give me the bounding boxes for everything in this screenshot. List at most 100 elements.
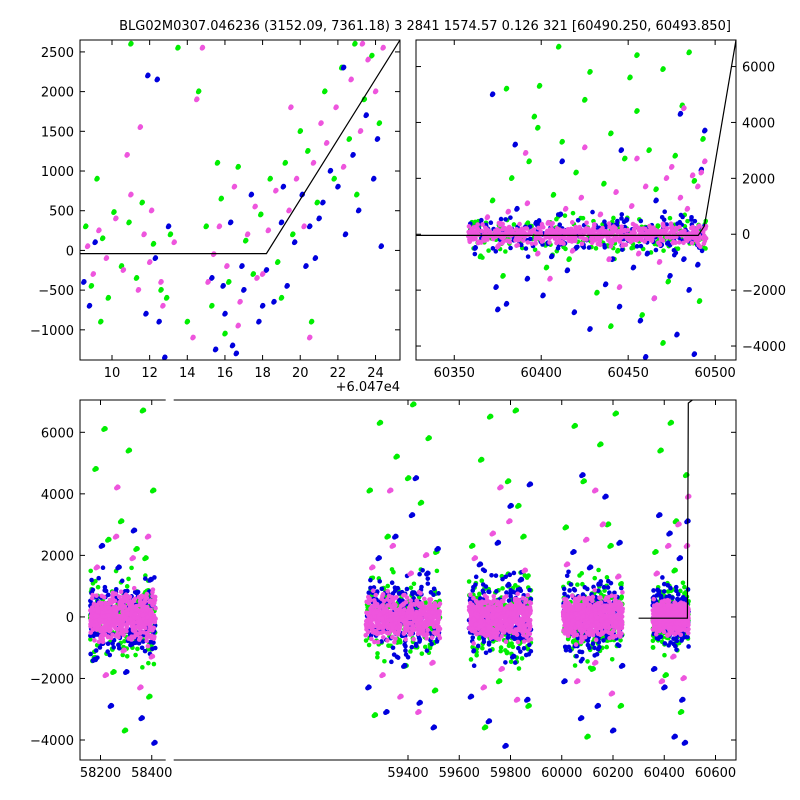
- data-point-blue: [435, 545, 441, 551]
- data-point-green: [668, 419, 674, 425]
- data-point-pink: [122, 628, 128, 634]
- data-point-blue: [153, 255, 158, 260]
- data-point-blue: [572, 309, 577, 314]
- data-point-green: [363, 638, 369, 643]
- data-point-blue: [108, 702, 114, 708]
- data-point-blue: [521, 646, 527, 651]
- data-point-green: [697, 298, 703, 303]
- data-point-blue: [81, 279, 87, 284]
- data-point-blue: [557, 222, 563, 228]
- data-point-green: [490, 197, 496, 203]
- data-point-blue: [487, 648, 493, 653]
- data-point-pink: [546, 219, 551, 225]
- data-point-green: [89, 282, 94, 288]
- data-point-green: [134, 545, 140, 551]
- data-point-blue: [335, 183, 341, 189]
- data-point-blue: [660, 575, 665, 580]
- data-point-blue: [590, 209, 595, 215]
- data-point-blue: [350, 151, 356, 157]
- data-point-green: [151, 487, 156, 493]
- data-point-blue: [96, 575, 101, 581]
- data-point-blue: [567, 648, 573, 653]
- data-point-green: [366, 642, 372, 648]
- data-point-green: [209, 302, 215, 308]
- data-point-blue: [111, 645, 116, 650]
- x-tick-label: 60500: [694, 366, 735, 381]
- data-point-green: [236, 163, 241, 169]
- data-point-blue: [540, 292, 546, 298]
- data-point-green: [572, 663, 578, 668]
- data-point-pink: [628, 239, 633, 245]
- data-point-pink: [516, 236, 522, 242]
- data-point-pink: [94, 593, 99, 598]
- data-point-blue: [413, 641, 419, 647]
- data-point-blue: [512, 660, 518, 665]
- data-point-green: [378, 419, 383, 425]
- data-point-green: [680, 580, 686, 586]
- data-point-pink: [91, 271, 96, 276]
- data-point-blue: [526, 651, 532, 657]
- data-point-blue: [139, 715, 145, 720]
- data-point-pink: [160, 302, 166, 308]
- data-point-blue: [105, 641, 111, 647]
- data-point-pink: [96, 227, 102, 232]
- data-point-green: [673, 152, 678, 158]
- data-point-green: [215, 159, 220, 165]
- data-point-blue: [526, 642, 532, 648]
- data-point-green: [135, 646, 140, 652]
- data-point-pink: [617, 239, 623, 244]
- data-point-green: [315, 199, 320, 205]
- bottom-panel: 58200 58400 59400 59600 59800 60000 60200 60400…: [30, 398, 737, 781]
- y-tick-label: 1500: [41, 125, 74, 140]
- data-point-green: [660, 340, 666, 345]
- data-point-green: [279, 294, 284, 300]
- data-point-green: [377, 120, 382, 125]
- data-point-blue: [643, 354, 649, 359]
- data-point-pink: [550, 220, 555, 226]
- data-point-blue: [675, 221, 680, 227]
- data-point-blue: [518, 649, 523, 654]
- x-tick-label: 60350: [434, 366, 475, 381]
- data-point-blue: [681, 256, 687, 261]
- data-point-pink: [138, 124, 143, 129]
- data-point-green: [498, 645, 504, 650]
- data-point-blue: [525, 275, 530, 281]
- data-point-blue: [562, 644, 568, 650]
- data-point-green: [486, 248, 491, 253]
- data-point-pink: [685, 205, 690, 211]
- data-point-green: [247, 34, 252, 39]
- data-point-blue: [410, 512, 415, 517]
- data-point-green: [606, 521, 611, 526]
- data-point-pink: [596, 229, 601, 234]
- data-point-blue: [527, 587, 532, 593]
- data-point-pink: [467, 239, 473, 245]
- data-point-green: [650, 638, 656, 644]
- data-point-blue: [404, 586, 410, 592]
- data-point-blue: [580, 656, 585, 662]
- data-point-pink: [677, 224, 682, 230]
- data-point-pink: [569, 220, 575, 225]
- data-point-blue: [483, 584, 489, 589]
- data-point-blue: [658, 593, 664, 599]
- data-point-pink: [153, 605, 158, 611]
- data-point-pink: [138, 625, 144, 631]
- data-point-pink: [92, 638, 97, 643]
- data-point-blue: [500, 576, 505, 582]
- data-point-blue: [673, 636, 679, 642]
- data-point-pink: [590, 227, 596, 233]
- data-point-blue: [411, 590, 417, 595]
- data-point-pink: [147, 627, 152, 633]
- data-point-green: [497, 678, 502, 683]
- data-point-blue: [425, 581, 431, 586]
- data-point-blue: [615, 218, 620, 224]
- data-point-blue: [328, 167, 333, 173]
- data-point-pink: [96, 639, 102, 645]
- x-tick-label: 20: [292, 366, 309, 381]
- data-point-blue: [417, 571, 422, 577]
- data-point-green: [535, 124, 541, 130]
- data-point-green: [611, 215, 616, 221]
- data-point-green: [479, 456, 484, 462]
- data-point-blue: [481, 639, 487, 645]
- data-point-blue: [483, 650, 489, 656]
- data-point-green: [579, 571, 585, 576]
